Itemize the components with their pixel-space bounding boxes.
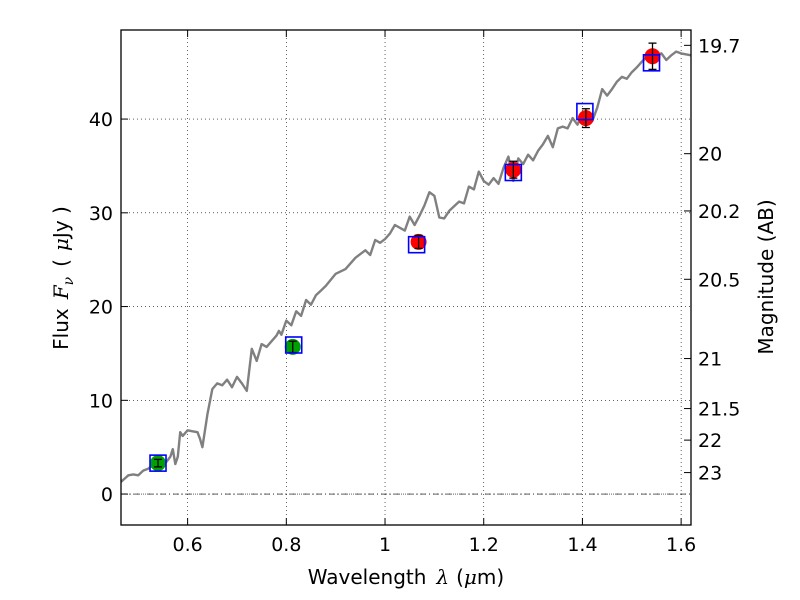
x-axis-label: Wavelength λ (μm) bbox=[308, 565, 504, 589]
x-tick-label: 0.6 bbox=[173, 534, 203, 556]
model-point bbox=[642, 54, 661, 72]
photometry-series bbox=[150, 42, 661, 472]
y-tick-label: 10 bbox=[89, 390, 113, 412]
magnitude-tick-label: 21 bbox=[698, 349, 722, 371]
y-axis-ticks: 0 10 20 30 40 bbox=[89, 109, 128, 506]
x-tick-label: 1.6 bbox=[666, 534, 696, 556]
magnitude-tick-label: 22 bbox=[698, 430, 722, 452]
x-axis-ticks: 0.6 0.8 1 1.2 1.4 1.6 bbox=[173, 30, 696, 556]
x-tick-label: 1.4 bbox=[567, 534, 597, 556]
magnitude-tick-label: 20.5 bbox=[698, 269, 740, 291]
model-point bbox=[149, 454, 167, 472]
model-point-series bbox=[149, 54, 661, 472]
grid bbox=[121, 30, 691, 525]
plot-frame bbox=[120, 29, 692, 526]
x-tick-label: 1 bbox=[379, 534, 391, 556]
y-tick-label: 40 bbox=[89, 109, 113, 131]
model-point bbox=[284, 336, 303, 354]
magnitude-tick-label: 20 bbox=[698, 144, 722, 166]
x-tick-label: 1.2 bbox=[469, 534, 499, 556]
y-tick-label: 30 bbox=[89, 203, 113, 225]
model-point bbox=[407, 235, 426, 254]
y-tick-label: 20 bbox=[89, 297, 113, 319]
magnitude-tick-label: 20.2 bbox=[698, 201, 740, 223]
magnitude-tick-label: 21.5 bbox=[698, 399, 740, 421]
model-point bbox=[576, 102, 594, 121]
y-tick-label: 0 bbox=[101, 484, 113, 506]
magnitude-tick-label: 19.7 bbox=[698, 35, 740, 57]
model-point bbox=[504, 163, 523, 182]
magnitude-tick-label: 23 bbox=[698, 463, 722, 485]
y-axis-label: FluxFν(μJy ) bbox=[49, 206, 77, 350]
magnitude-axis-label: Magnitude (AB) bbox=[754, 199, 778, 354]
magnitude-axis-ticks: 19.7 20 20.2 20.5 21 21.5 22 23 bbox=[684, 35, 740, 485]
x-tick-label: 0.8 bbox=[271, 534, 301, 556]
